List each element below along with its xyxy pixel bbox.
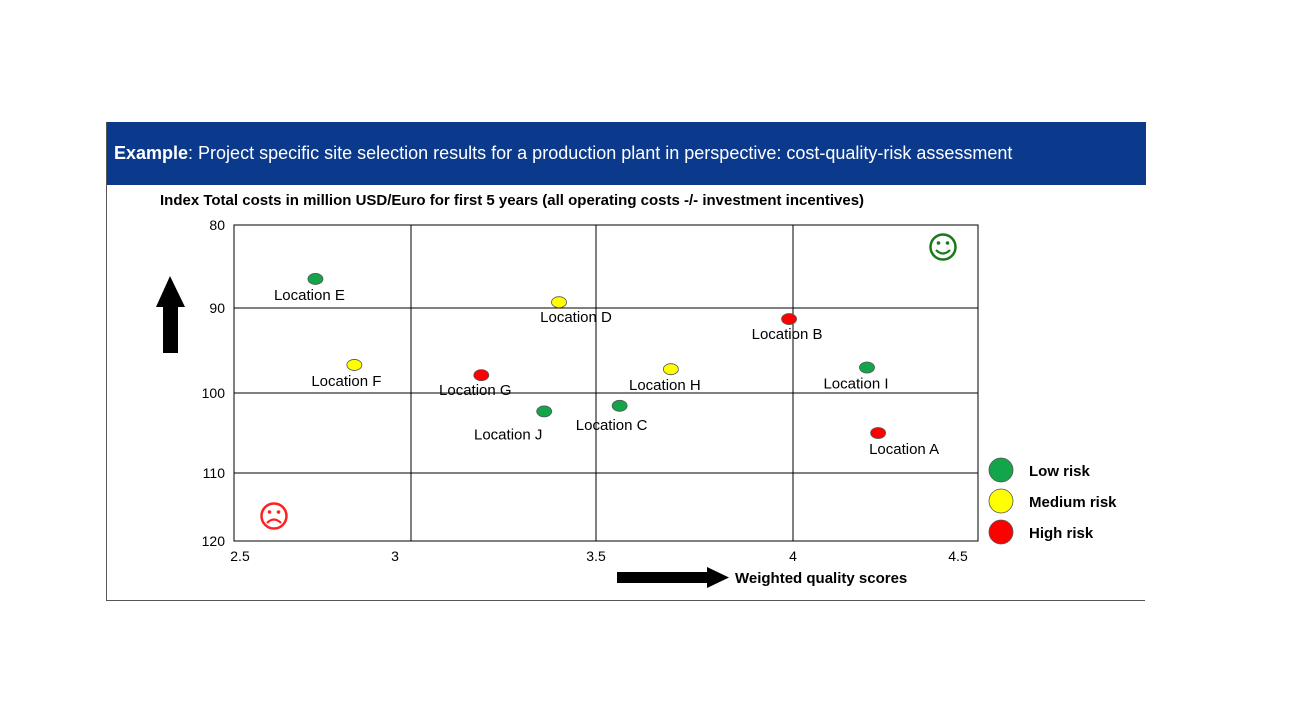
point-label: Location E <box>274 287 345 304</box>
data-point <box>307 273 324 285</box>
chart-banner: Example: Project specific site selection… <box>107 122 1146 185</box>
point-label: Location B <box>752 326 823 343</box>
data-point <box>781 313 797 325</box>
point-label: Location C <box>576 417 648 434</box>
up-arrow-icon <box>156 276 185 353</box>
legend-swatch <box>988 457 1014 483</box>
y-tick-label: 120 <box>202 533 226 549</box>
frown-icon <box>260 502 288 530</box>
y-tick-label: 80 <box>209 217 225 233</box>
plot-area <box>233 224 979 542</box>
data-point <box>611 399 628 412</box>
x-tick-label: 4 <box>789 548 797 564</box>
data-point <box>859 361 875 374</box>
banner-bold: Example <box>114 143 189 163</box>
legend: Low risk Medium risk High risk <box>988 457 1117 545</box>
smiley-icon <box>929 233 957 261</box>
point-label: Location H <box>629 377 701 394</box>
data-point <box>551 296 567 309</box>
x-tick-label: 4.5 <box>948 548 968 564</box>
point-label: Location I <box>823 376 888 393</box>
y-tick-label: 110 <box>203 465 226 481</box>
legend-label: High risk <box>1029 525 1094 542</box>
point-label: Location J <box>474 426 542 443</box>
point-label: Location F <box>311 373 381 390</box>
data-point <box>473 369 490 382</box>
data-point <box>662 363 679 376</box>
legend-label: Low risk <box>1029 463 1091 480</box>
banner-text: : Project specific site selection result… <box>188 143 1013 163</box>
x-tick-label: 3 <box>391 548 399 564</box>
data-point <box>346 359 363 371</box>
y-axis-label: Index Total costs in million USD/Euro fo… <box>160 192 864 209</box>
x-axis-label: Weighted quality scores <box>735 570 907 587</box>
legend-swatch <box>988 488 1014 514</box>
data-point <box>870 427 886 439</box>
point-label: Location D <box>540 309 612 326</box>
chart-panel: Example: Project specific site selection… <box>106 122 1146 601</box>
legend-label: Medium risk <box>1029 494 1117 511</box>
data-point <box>536 405 553 418</box>
y-tick-label: 100 <box>202 385 226 401</box>
y-tick-label: 90 <box>209 300 225 316</box>
x-tick-label: 2.5 <box>230 548 250 564</box>
legend-swatch <box>988 519 1014 545</box>
point-label: Location A <box>869 441 939 458</box>
point-label: Location G <box>439 382 512 399</box>
x-tick-label: 3.5 <box>586 548 606 564</box>
right-arrow-icon <box>617 567 729 588</box>
